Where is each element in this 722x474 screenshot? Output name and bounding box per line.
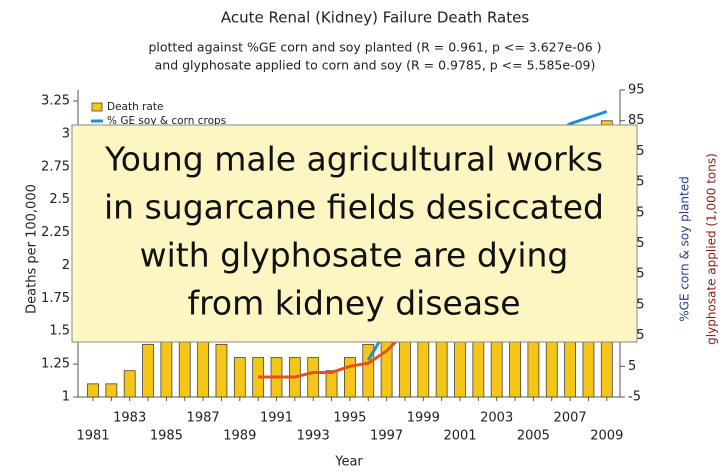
y-tick-label: 3 [62, 126, 70, 141]
y2-axis-title: %GE corn & soy planted [678, 176, 692, 321]
x-tick-label: 1995 [333, 411, 366, 426]
x-tick-label: 1989 [223, 429, 256, 444]
y2-tick-label: 5 [628, 359, 636, 374]
y2-tick-label: 95 [628, 83, 645, 98]
x-tick-label: 1983 [113, 411, 146, 426]
overlay-text: in sugarcane fields desiccated [104, 188, 604, 227]
overlay-text: Young male agricultural works [104, 140, 603, 179]
y-tick-label: 1.25 [41, 357, 70, 372]
x-tick-label: 1997 [370, 429, 403, 444]
x-tick-label: 2007 [554, 411, 587, 426]
y-tick-label: 2 [62, 258, 70, 273]
x-tick-label: 2001 [443, 429, 476, 444]
y-tick-label: 2.5 [49, 192, 70, 207]
overlay-box [71, 124, 638, 343]
x-tick-label: 1985 [150, 429, 183, 444]
y2-axis-title: glyphosate applied (1,000 tons) [705, 153, 719, 345]
x-tick-label: 1993 [297, 429, 330, 444]
y-tick-label: 3.25 [41, 94, 70, 109]
y-tick-label: 1.75 [41, 291, 70, 306]
bar [362, 343, 375, 398]
y-tick-label: 1.5 [49, 324, 70, 339]
x-tick-label: 1981 [76, 429, 109, 444]
legend-label: % GE soy & corn crops [107, 115, 226, 127]
legend-swatch [91, 102, 103, 112]
x-axis-title: Year [334, 455, 363, 470]
overlay-text: with glyphosate are dying [140, 236, 569, 275]
chart-title: Acute Renal (Kidney) Failure Death Rates [221, 9, 529, 27]
bar [325, 370, 338, 398]
bar [233, 357, 246, 398]
bar [87, 383, 99, 398]
bar [215, 343, 228, 398]
bar [343, 357, 356, 398]
x-tick-label: 2003 [480, 411, 513, 426]
x-tick-label: 1991 [260, 411, 293, 426]
bar [105, 383, 118, 398]
bar [307, 357, 320, 398]
bar [123, 370, 136, 398]
y-tick-label: 1 [62, 390, 70, 405]
chart-subtitle: plotted against %GE corn and soy planted… [148, 40, 601, 55]
x-tick-label: 2005 [517, 429, 550, 444]
legend-label: Death rate [107, 101, 163, 113]
y2-tick-label: 85 [628, 113, 645, 128]
y-tick-label: 2.25 [41, 225, 70, 240]
x-tick-label: 1999 [407, 411, 440, 426]
x-tick-label: 1987 [187, 411, 220, 426]
y2-tick-label: -5 [628, 390, 641, 405]
chart-subtitle: and glyphosate applied to corn and soy (… [155, 58, 596, 73]
y-axis-title: Deaths per 100,000 [25, 184, 40, 314]
y-tick-label: 2.75 [41, 159, 70, 174]
x-tick-label: 2009 [590, 429, 623, 444]
overlay-text: from kidney disease [187, 284, 520, 323]
bar [142, 343, 154, 398]
